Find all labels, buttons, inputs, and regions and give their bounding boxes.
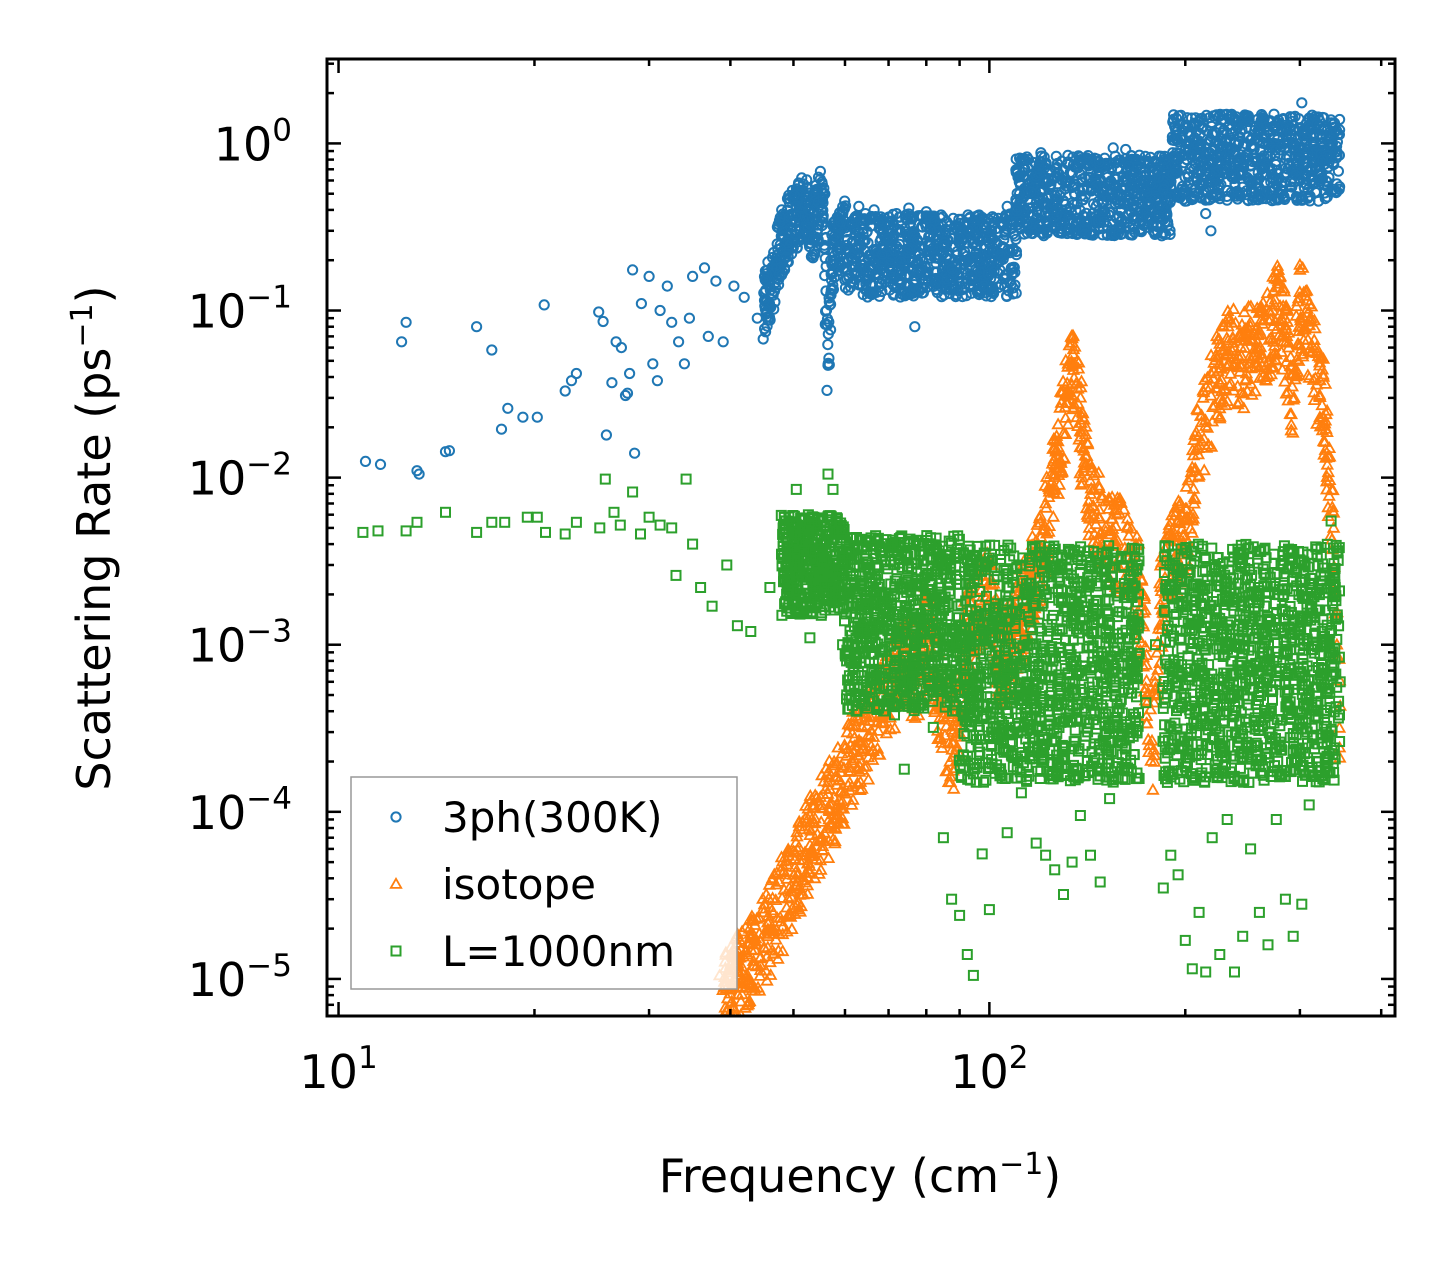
circle-point (976, 211, 988, 223)
circle-point (821, 384, 833, 396)
circle-point (606, 377, 618, 389)
circle-point (627, 264, 639, 276)
circle-point (619, 389, 632, 402)
circle-point (1221, 194, 1233, 206)
circle-point (538, 299, 550, 311)
circle-point (823, 352, 835, 364)
circle-point (678, 358, 691, 370)
circle-point (471, 321, 483, 333)
circle-point (495, 423, 508, 435)
circle-point (486, 344, 498, 356)
circle-point (570, 367, 583, 380)
series-layer (357, 97, 1347, 1016)
circle-point (359, 455, 372, 467)
circle-point (597, 315, 609, 328)
circle-point (400, 316, 412, 328)
circle-point (624, 367, 636, 380)
circle-point (600, 429, 613, 441)
circle-point (1319, 193, 1331, 205)
circle-point (531, 411, 543, 423)
circle-point (1200, 208, 1212, 220)
circle-point (1296, 97, 1308, 109)
circle-point (1332, 165, 1345, 177)
circle-point (559, 385, 571, 397)
circle-point (629, 447, 641, 459)
circle-point (396, 336, 408, 348)
circle-point (738, 291, 750, 303)
circle-point (643, 270, 655, 282)
circle-point (702, 330, 714, 342)
circle-point (502, 402, 514, 414)
circle-point (673, 336, 685, 348)
circle-point (661, 280, 673, 292)
circle-point (651, 375, 664, 387)
circle-point (909, 321, 921, 333)
circle-point (647, 358, 659, 370)
circle-point (654, 304, 666, 317)
series-3ph-300k- (359, 97, 1346, 480)
circle-point (621, 387, 634, 399)
circle-point (413, 468, 425, 480)
circle-point (683, 312, 696, 324)
circle-point (666, 316, 678, 328)
circle-point (687, 270, 699, 282)
circle-point (698, 262, 711, 274)
circle-point (757, 333, 769, 345)
circle-point (1218, 109, 1230, 121)
circle-point (593, 306, 605, 318)
circle-point (615, 342, 628, 354)
circle-point (1205, 225, 1217, 237)
circle-point (635, 298, 648, 310)
circle-point (710, 275, 722, 287)
circle-point (374, 458, 387, 470)
circle-point (822, 339, 834, 351)
circle-point (1258, 150, 1270, 162)
circle-point (826, 282, 838, 294)
circle-point (517, 411, 529, 423)
circle-point (717, 336, 729, 348)
circle-point (443, 445, 455, 457)
circle-point (728, 280, 740, 292)
